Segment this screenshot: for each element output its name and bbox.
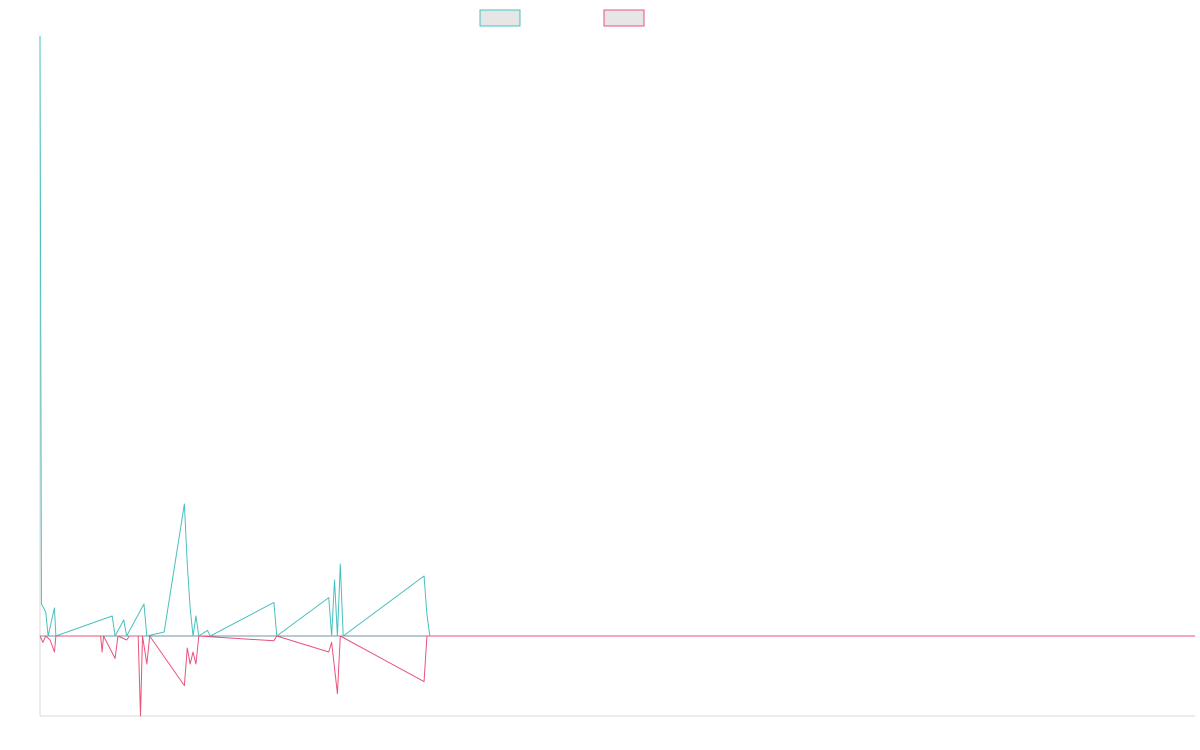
legend-swatch-2[interactable] xyxy=(603,9,645,27)
series-line-2 xyxy=(39,635,1195,717)
series-line-1 xyxy=(39,35,1195,637)
series-group xyxy=(39,35,1195,717)
legend-swatch-1[interactable] xyxy=(479,9,521,27)
legend xyxy=(479,9,645,27)
